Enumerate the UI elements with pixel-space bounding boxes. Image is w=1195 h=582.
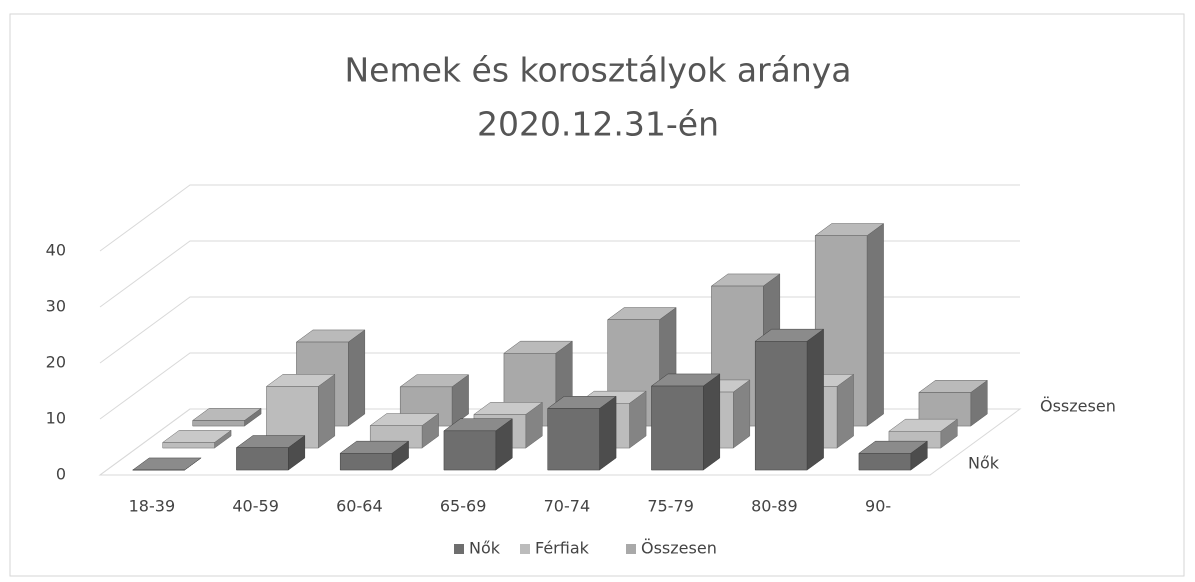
x-tick-label: 80-89 — [751, 497, 798, 516]
legend-swatch — [520, 544, 530, 554]
bar-side — [703, 373, 721, 471]
bar — [443, 430, 497, 471]
grid-line — [99, 184, 1020, 252]
x-tick-label: 40-59 — [232, 497, 279, 516]
y-tick-label: 30 — [46, 297, 66, 316]
grid-line — [99, 240, 1020, 308]
legend-label: Nők — [469, 539, 501, 558]
bar-side — [806, 328, 824, 471]
depth-label: Összesen — [1040, 397, 1116, 416]
legend-swatch — [626, 544, 636, 554]
bar — [754, 341, 808, 471]
chart-subtitle: 2020.12.31-én — [477, 105, 719, 144]
chart-title: Nemek és korosztályok aránya — [344, 51, 851, 90]
bar — [236, 447, 289, 471]
bar — [192, 420, 245, 427]
x-tick-label: 75-79 — [647, 497, 694, 516]
bar — [162, 442, 215, 449]
y-tick-label: 10 — [46, 409, 66, 428]
y-tick-label: 0 — [56, 465, 66, 484]
bar — [858, 453, 912, 471]
y-tick-label: 20 — [46, 353, 66, 372]
bar-side — [836, 373, 854, 449]
bar-side — [599, 395, 617, 471]
bar-side — [348, 329, 366, 427]
legend-label: Összesen — [641, 539, 717, 558]
x-tick-label: 65-69 — [440, 497, 487, 516]
x-tick-label: 60-64 — [336, 497, 383, 516]
bar-side — [866, 223, 884, 427]
legend-swatch — [454, 544, 464, 554]
bar — [547, 408, 600, 471]
depth-label: Nők — [968, 454, 1000, 473]
bar — [339, 453, 393, 471]
y-tick-label: 40 — [46, 241, 66, 260]
x-tick-label: 70-74 — [544, 497, 591, 516]
x-tick-label: 90- — [865, 497, 891, 516]
legend-label: Férfiak — [535, 539, 590, 558]
bar — [651, 385, 704, 471]
chart-border — [9, 13, 1185, 577]
x-tick-label: 18-39 — [129, 497, 176, 516]
bar-side — [318, 373, 336, 449]
